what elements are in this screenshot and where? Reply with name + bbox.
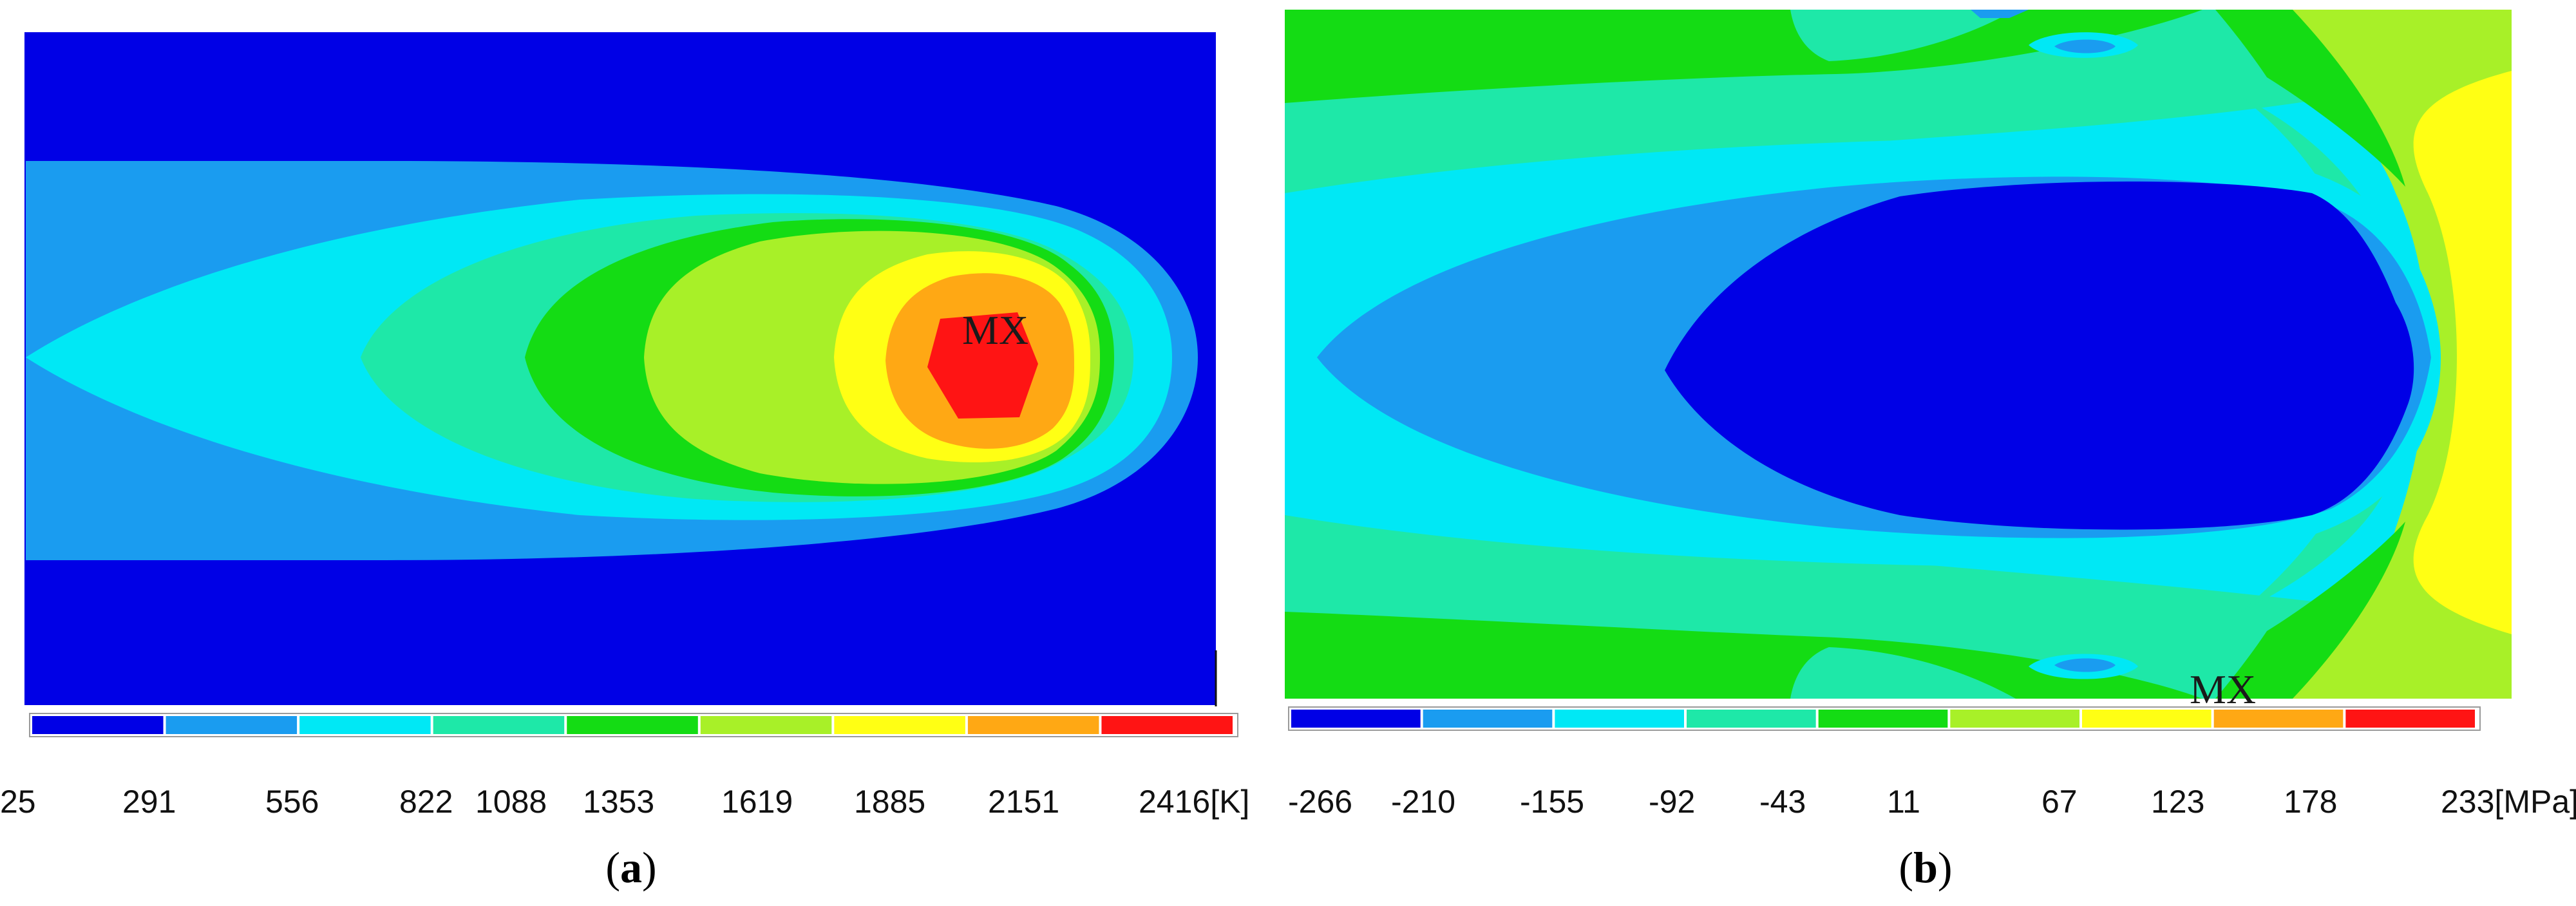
legend-swatch: [1687, 710, 1816, 728]
legend-swatch: [2213, 710, 2344, 728]
legend-tick-label: 1619: [721, 784, 793, 820]
legend-tick-label: 11: [1887, 784, 1920, 820]
legend-tick-label: -92: [1649, 784, 1695, 820]
contour-band-n43-right: [2215, 10, 2405, 187]
legend-tick-label: -155: [1520, 784, 1584, 820]
legend-swatch: [2082, 710, 2211, 728]
contour-band-n210-top-edge: [1971, 10, 2029, 18]
contour-band-n43-top: [1285, 10, 2202, 103]
legend-swatch: [166, 716, 298, 734]
max-marker-label: MX: [962, 307, 1028, 353]
legend-swatch: [299, 716, 431, 734]
legend-tick-labels: 25 291 556 822 1088 1353 1619 1885 2151 2416[K]: [0, 784, 1249, 820]
legend-tick-label: 1885: [854, 784, 925, 820]
contour-band-2151: [927, 312, 1038, 419]
temperature-contour-plot: [24, 32, 1217, 706]
legend-swatch: [567, 716, 698, 734]
legend-swatch: [700, 716, 832, 734]
legend-tick-label: 2151: [988, 784, 1059, 820]
legend-tick-label: -266: [1288, 784, 1352, 820]
legend-tick-labels: -266 -210 -155 -92 -43 11 67 123 178 233[MPa]: [1288, 784, 2576, 820]
legend-swatch: [967, 716, 1099, 734]
panel-a: MX 25 291 556 822 1088 1353 1619 1885 2151 2416[K…: [0, 32, 1249, 892]
legend-swatch: [433, 716, 565, 734]
contour-band-n210-top-spot: [2054, 39, 2116, 53]
contour-band-n92-top-inner: [1790, 10, 2016, 61]
legend-tick-label: -43: [1759, 784, 1806, 820]
legend-tick-label: 178: [2284, 784, 2337, 820]
legend-swatch: [1101, 716, 1233, 734]
stress-contour-plot: [1285, 10, 2512, 699]
legend-tick-label: -210: [1391, 784, 1455, 820]
legend-swatch: [1950, 710, 2079, 728]
color-legend-bar: [29, 713, 1238, 737]
panel-caption: (a): [605, 843, 656, 892]
legend-tick-label: 233[MPa]: [2441, 784, 2576, 820]
legend-swatch: [1555, 710, 1684, 728]
legend-tick-label: 1088: [475, 784, 547, 820]
legend-swatch: [834, 716, 965, 734]
legend-tick-label: 67: [2041, 784, 2078, 820]
legend-swatch: [1818, 710, 1948, 728]
panel-caption: (b): [1899, 843, 1952, 892]
legend-swatch: [32, 716, 164, 734]
legend-tick-label: 291: [122, 784, 176, 820]
legend-tick-label: 822: [399, 784, 453, 820]
contour-band-n43-right-bottom: [2215, 522, 2405, 699]
contour-band-n210-bottom-spot: [2054, 658, 2116, 672]
legend-tick-label: 1353: [583, 784, 654, 820]
max-marker-label: MX: [2190, 666, 2256, 712]
contour-band-n92-bottom-inner: [1790, 647, 2016, 699]
legend-tick-label: 556: [265, 784, 319, 820]
legend-swatch: [1291, 710, 1421, 728]
panel-b: MX -266 -210 -155 -92 -43 11 67 123 178 233[MPa] …: [1285, 10, 2576, 892]
color-legend-bar: [1288, 706, 2481, 731]
legend-swatch: [2345, 710, 2475, 728]
contour-band-67-right: [2413, 71, 2512, 634]
legend-tick-label: 2416[K]: [1139, 784, 1249, 820]
contour-band-n266: [1665, 181, 2414, 530]
legend-tick-label: 25: [0, 784, 36, 820]
legend-tick-label: 123: [2151, 784, 2204, 820]
contour-band-n43-bottom: [1285, 612, 2202, 699]
legend-swatch: [1423, 710, 1553, 728]
